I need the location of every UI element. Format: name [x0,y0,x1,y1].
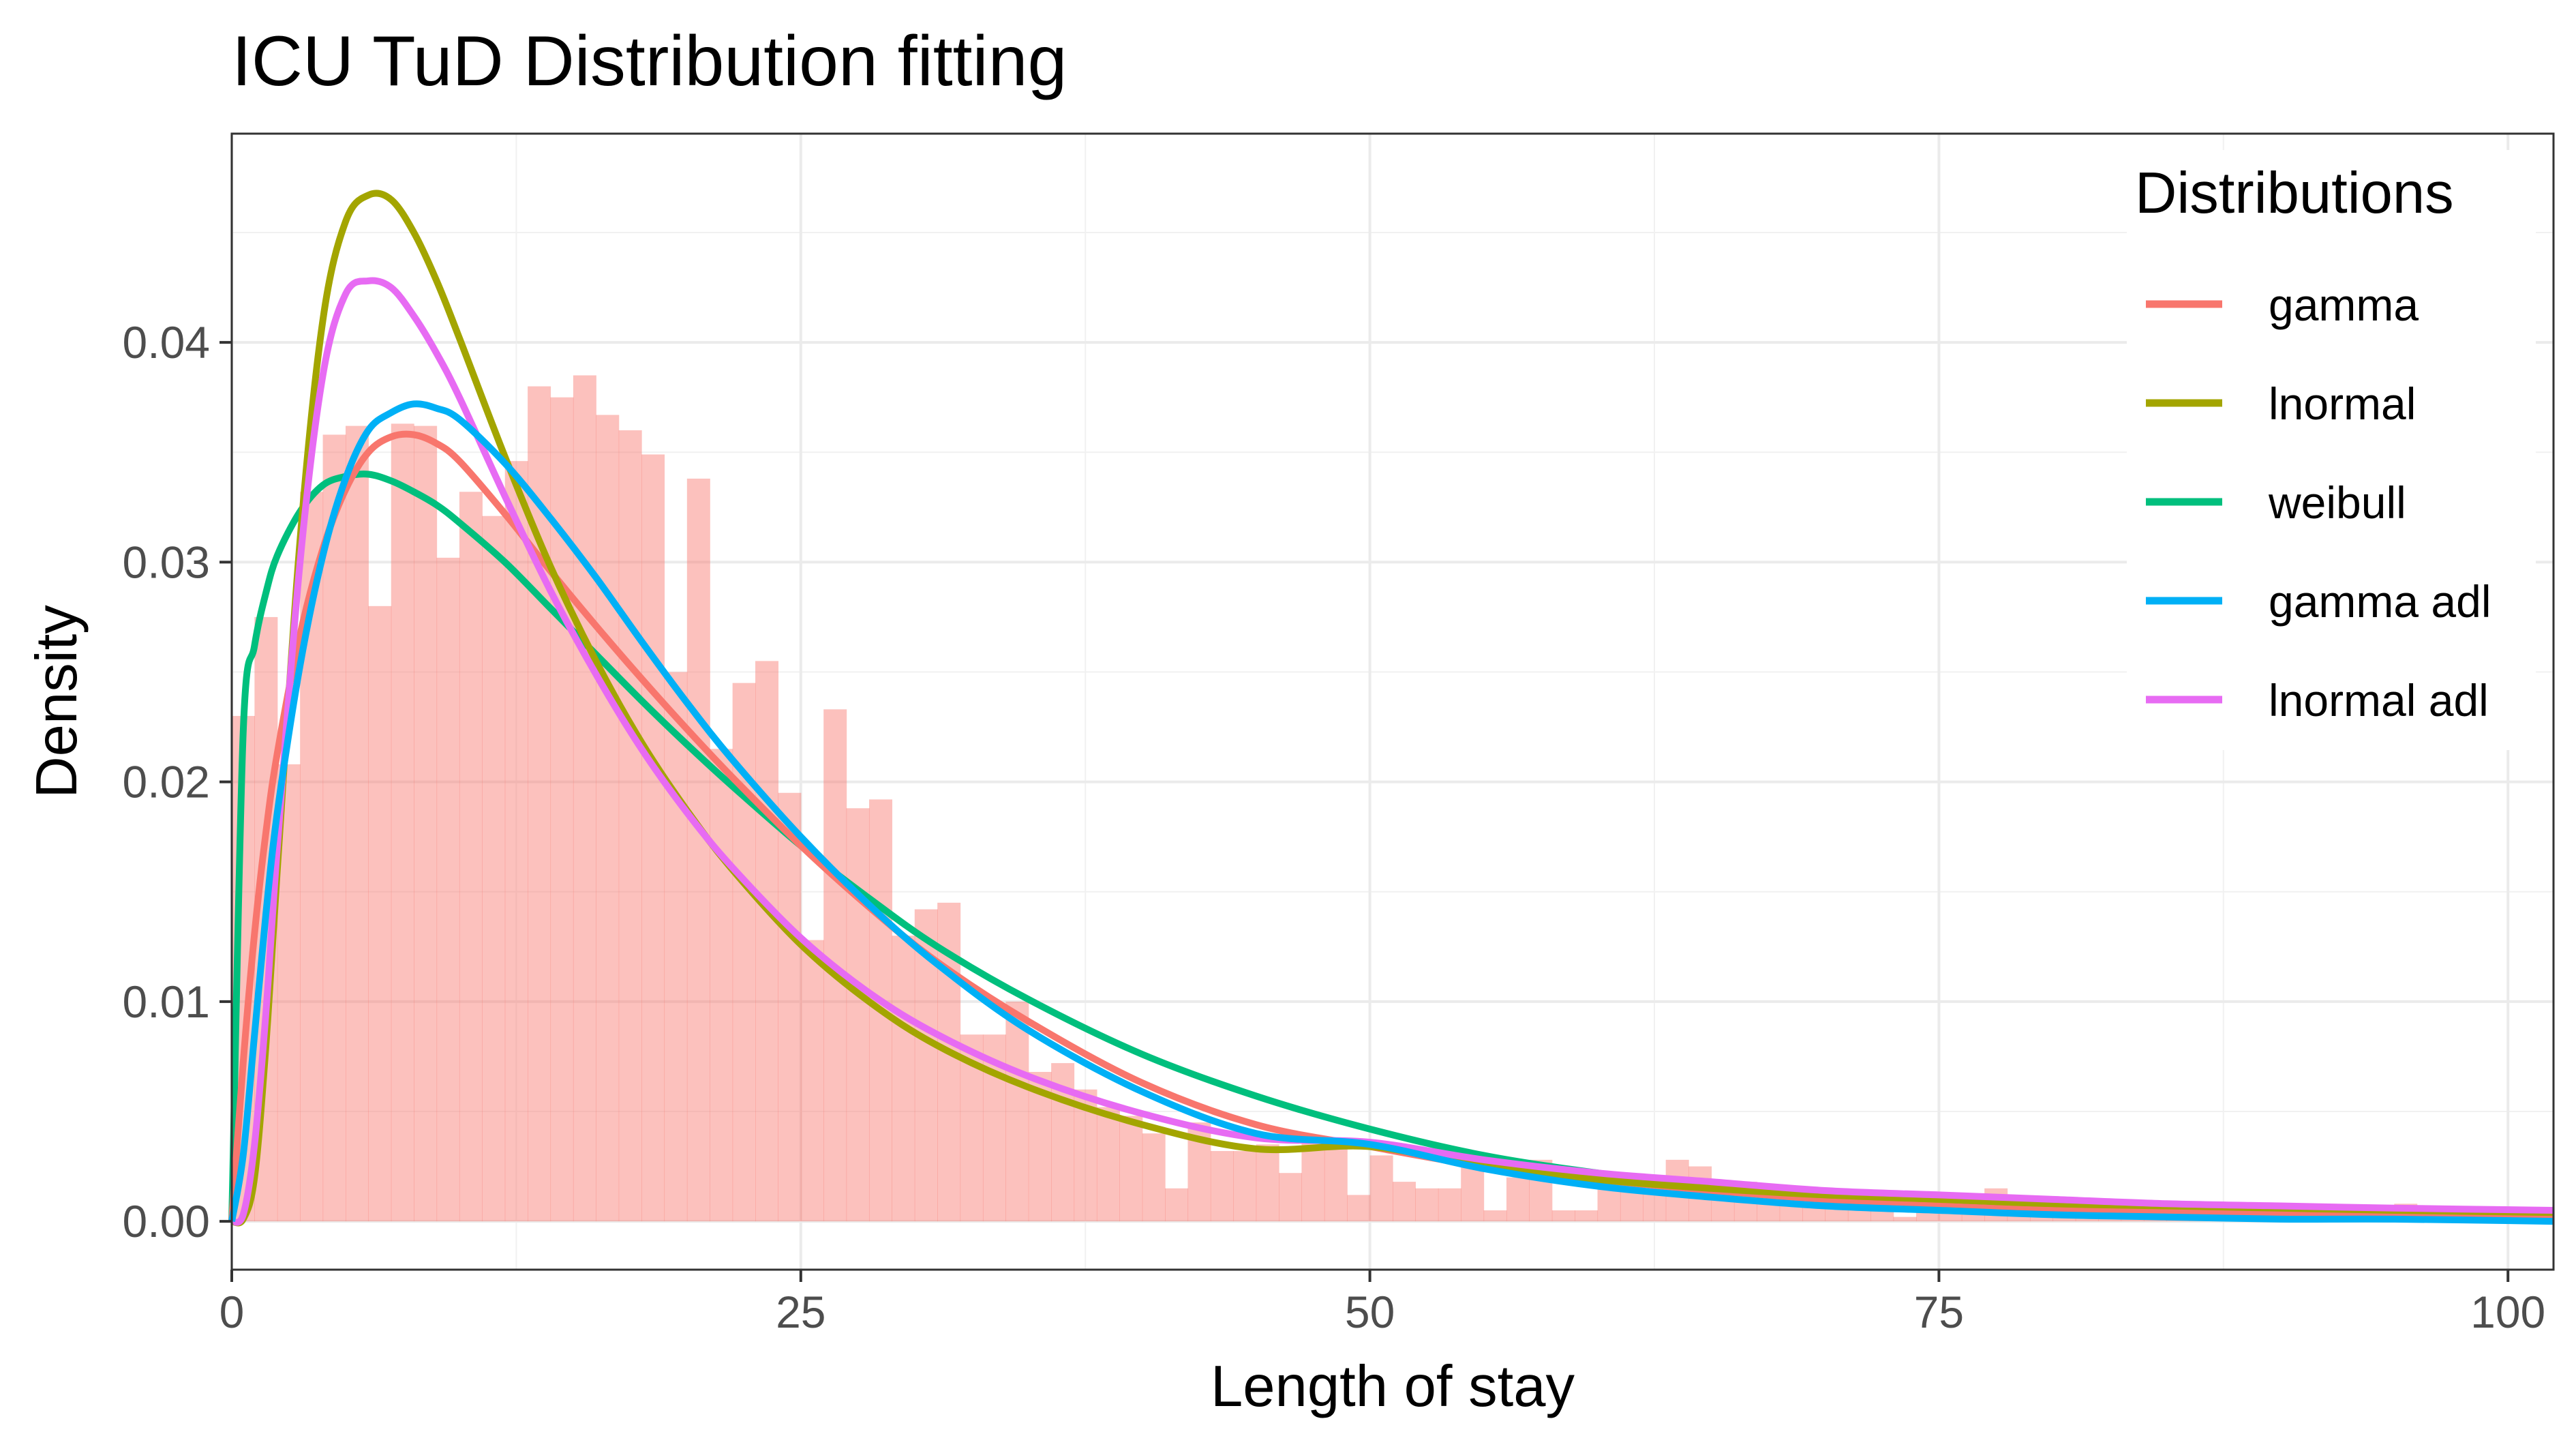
y-tick-label: 0.02 [123,757,210,807]
x-axis: 0 25 50 75 100 [219,1270,2545,1337]
y-tick-label: 0.03 [123,537,210,587]
histogram-bar [892,936,915,1222]
histogram-bar [1506,1177,1530,1222]
histogram-bar [1142,1133,1166,1222]
histogram-bar [459,492,483,1222]
histogram-bar [1279,1173,1303,1222]
histogram-bar [1256,1144,1279,1222]
legend-label-lnormal: lnormal [2269,378,2416,429]
histogram-bar [1483,1210,1507,1222]
density-curve-gamma [228,430,2554,1223]
legend-label-lnormal-adl: lnormal adl [2269,675,2489,726]
histogram-bar [686,478,710,1222]
histogram-bar [1893,1216,1917,1222]
y-axis: 0.00 0.01 0.02 0.03 0.04 [123,317,232,1246]
legend: Distributions gamma lnormal weibull gamma a… [2127,150,2536,750]
histogram-bar [504,461,528,1222]
histogram-bar [1096,1107,1120,1222]
y-tick-label: 0.01 [123,976,210,1027]
histogram-bar [1210,1150,1234,1222]
histogram-bar [482,516,506,1222]
plot-panel-border [230,132,2555,1271]
y-tick-label: 0.00 [123,1196,210,1246]
histogram-bar [1324,1144,1348,1222]
histogram-bar [641,454,665,1222]
histogram-bar [800,940,824,1222]
histogram-bar [391,423,414,1222]
histogram-bar [755,661,779,1222]
histogram-bar [322,434,346,1222]
legend-background [2127,150,2536,750]
legend-title: Distributions [2135,161,2454,226]
x-tick-label: 25 [776,1287,825,1337]
histogram-bar [1415,1188,1439,1222]
histogram-bar [778,792,802,1222]
x-tick-label: 75 [1914,1287,1964,1337]
histogram-bar [1461,1166,1485,1222]
legend-items: gamma lnormal weibull gamma adl lnormal adl [2146,280,2491,726]
legend-label-gamma-adl: gamma adl [2269,576,2491,627]
histogram-bar [1369,1155,1393,1222]
y-tick-label: 0.04 [123,317,210,368]
histogram-bar [596,415,620,1222]
histogram-bar [1575,1210,1598,1222]
histogram-bar [1438,1188,1461,1222]
histogram-bar [1119,1116,1143,1222]
histogram-bar [710,749,733,1222]
histogram-bar [846,808,870,1222]
density-curve-lnormal-adl [230,277,2554,1226]
histogram-bar [1551,1210,1575,1222]
legend-label-weibull: weibull [2268,477,2406,528]
chart-title: ICU TuD Distribution fitting [232,22,1067,101]
x-tick-label: 50 [1345,1287,1395,1337]
histogram-bar [1347,1195,1371,1222]
density-curve-gamma-adl [228,400,2554,1225]
histogram-bar [436,557,460,1222]
histogram-bar [1165,1188,1189,1222]
x-tick-label: 100 [2470,1287,2545,1337]
y-axis-title: Density [25,605,89,798]
histogram-bar [664,672,688,1222]
histogram-bar [573,375,596,1222]
histogram-bar [368,606,392,1222]
histogram-bar [618,430,642,1222]
legend-label-gamma: gamma [2269,280,2419,330]
histogram-bar [1005,1001,1029,1222]
histogram-bar [345,425,369,1222]
density-curves [228,190,2554,1227]
histogram-bar [1233,1150,1257,1222]
x-axis-title: Length of stay [1211,1354,1575,1419]
histogram-bar [1393,1182,1416,1222]
histogram-bar [414,425,438,1222]
x-tick-label: 0 [219,1287,245,1337]
